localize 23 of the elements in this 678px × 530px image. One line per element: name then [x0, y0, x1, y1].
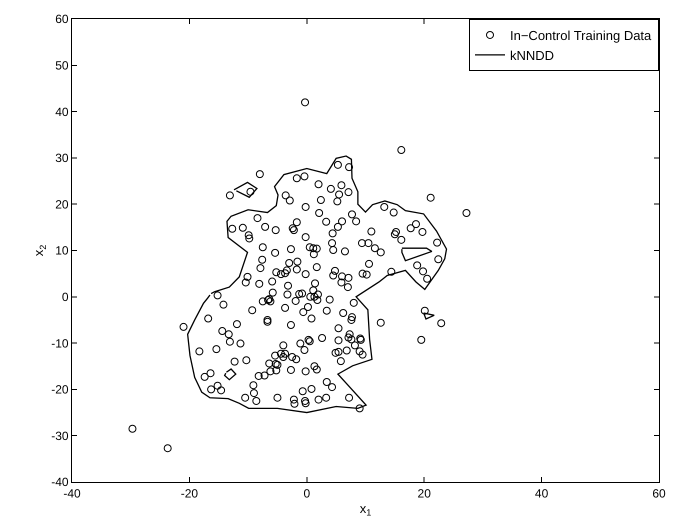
y-tick-label: -40 — [51, 475, 69, 490]
line-series — [233, 182, 258, 198]
x-tick-label: -20 — [180, 486, 198, 500]
y-tick-label: 30 — [55, 151, 69, 166]
legend-label: In−Control Training Data — [510, 28, 652, 44]
y-tick-label: -10 — [51, 336, 69, 350]
line-series — [401, 248, 432, 262]
y-tick-label: 10 — [55, 244, 69, 258]
y-tick-label: 40 — [55, 104, 69, 119]
x-tick-label: 0 — [303, 486, 310, 500]
y-tick-label: 20 — [55, 197, 69, 212]
y-tick-label: -30 — [51, 428, 69, 443]
y-tick-label: 60 — [55, 12, 69, 26]
y-tick-label: 0 — [62, 290, 69, 304]
legend-label: kNNDD — [510, 48, 554, 63]
y-tick-label: 50 — [55, 58, 69, 72]
line-series — [186, 155, 448, 414]
x-tick-label: 20 — [418, 486, 432, 500]
y-tick-label: -20 — [51, 382, 69, 397]
line-series — [224, 368, 236, 380]
x-tick-label: 60 — [652, 486, 666, 500]
x-axis-title: x$_{1}$ — [360, 501, 372, 518]
x-tick-label: 40 — [534, 486, 549, 500]
